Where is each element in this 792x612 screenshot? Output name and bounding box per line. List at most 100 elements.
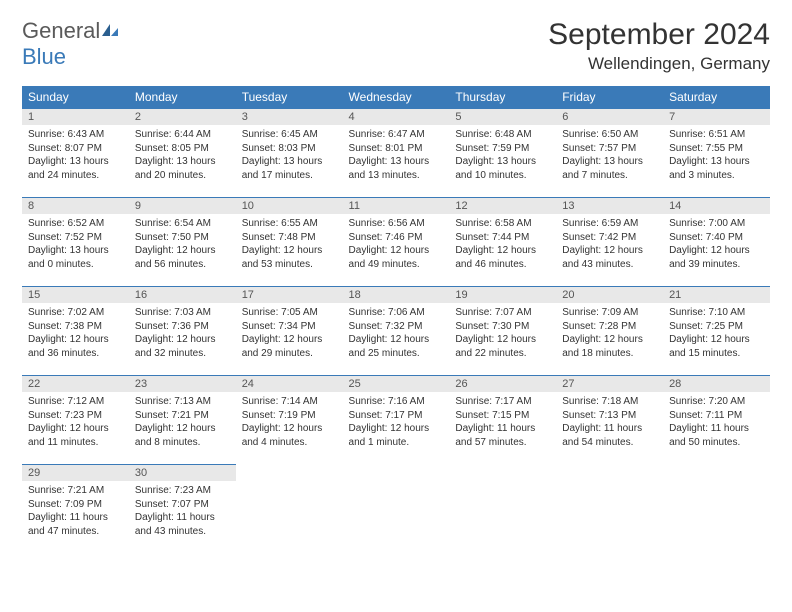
day-cell	[449, 465, 556, 554]
page-header: GeneralBlue September 2024 Wellendingen,…	[22, 18, 770, 74]
day-cell: 6Sunrise: 6:50 AMSunset: 7:57 PMDaylight…	[556, 109, 663, 198]
day-cell	[236, 465, 343, 554]
day-cell: 4Sunrise: 6:47 AMSunset: 8:01 PMDaylight…	[343, 109, 450, 198]
week-row: 1Sunrise: 6:43 AMSunset: 8:07 PMDaylight…	[22, 109, 770, 198]
day-number: 10	[236, 198, 343, 214]
day-cell: 14Sunrise: 7:00 AMSunset: 7:40 PMDayligh…	[663, 198, 770, 287]
day-details: Sunrise: 7:06 AMSunset: 7:32 PMDaylight:…	[343, 303, 450, 360]
day-cell	[663, 465, 770, 554]
day-cell: 20Sunrise: 7:09 AMSunset: 7:28 PMDayligh…	[556, 287, 663, 376]
day-cell: 21Sunrise: 7:10 AMSunset: 7:25 PMDayligh…	[663, 287, 770, 376]
day-number: 14	[663, 198, 770, 214]
day-cell: 13Sunrise: 6:59 AMSunset: 7:42 PMDayligh…	[556, 198, 663, 287]
day-cell: 5Sunrise: 6:48 AMSunset: 7:59 PMDaylight…	[449, 109, 556, 198]
day-cell: 10Sunrise: 6:55 AMSunset: 7:48 PMDayligh…	[236, 198, 343, 287]
weekday-header: Sunday	[22, 86, 129, 109]
day-number: 18	[343, 287, 450, 303]
day-details: Sunrise: 6:52 AMSunset: 7:52 PMDaylight:…	[22, 214, 129, 271]
day-details: Sunrise: 6:55 AMSunset: 7:48 PMDaylight:…	[236, 214, 343, 271]
day-details: Sunrise: 6:50 AMSunset: 7:57 PMDaylight:…	[556, 125, 663, 182]
day-cell: 19Sunrise: 7:07 AMSunset: 7:30 PMDayligh…	[449, 287, 556, 376]
day-number: 22	[22, 376, 129, 392]
week-row: 22Sunrise: 7:12 AMSunset: 7:23 PMDayligh…	[22, 376, 770, 465]
day-details: Sunrise: 7:21 AMSunset: 7:09 PMDaylight:…	[22, 481, 129, 538]
day-number: 11	[343, 198, 450, 214]
day-cell: 22Sunrise: 7:12 AMSunset: 7:23 PMDayligh…	[22, 376, 129, 465]
brand-logo: GeneralBlue	[22, 18, 120, 70]
day-details: Sunrise: 7:14 AMSunset: 7:19 PMDaylight:…	[236, 392, 343, 449]
weekday-header: Friday	[556, 86, 663, 109]
day-details: Sunrise: 6:45 AMSunset: 8:03 PMDaylight:…	[236, 125, 343, 182]
day-details: Sunrise: 7:03 AMSunset: 7:36 PMDaylight:…	[129, 303, 236, 360]
day-cell: 29Sunrise: 7:21 AMSunset: 7:09 PMDayligh…	[22, 465, 129, 554]
day-details: Sunrise: 6:48 AMSunset: 7:59 PMDaylight:…	[449, 125, 556, 182]
day-number: 6	[556, 109, 663, 125]
day-cell: 2Sunrise: 6:44 AMSunset: 8:05 PMDaylight…	[129, 109, 236, 198]
brand-text: GeneralBlue	[22, 18, 120, 70]
day-cell	[556, 465, 663, 554]
day-number: 19	[449, 287, 556, 303]
day-details: Sunrise: 7:10 AMSunset: 7:25 PMDaylight:…	[663, 303, 770, 360]
day-details: Sunrise: 7:02 AMSunset: 7:38 PMDaylight:…	[22, 303, 129, 360]
weekday-header: Wednesday	[343, 86, 450, 109]
day-number: 1	[22, 109, 129, 125]
brand-word2: Blue	[22, 44, 66, 69]
day-number: 29	[22, 465, 129, 481]
day-cell: 28Sunrise: 7:20 AMSunset: 7:11 PMDayligh…	[663, 376, 770, 465]
day-cell: 7Sunrise: 6:51 AMSunset: 7:55 PMDaylight…	[663, 109, 770, 198]
day-details: Sunrise: 6:56 AMSunset: 7:46 PMDaylight:…	[343, 214, 450, 271]
day-number: 23	[129, 376, 236, 392]
day-cell: 26Sunrise: 7:17 AMSunset: 7:15 PMDayligh…	[449, 376, 556, 465]
day-number: 15	[22, 287, 129, 303]
day-details: Sunrise: 7:18 AMSunset: 7:13 PMDaylight:…	[556, 392, 663, 449]
day-details: Sunrise: 6:54 AMSunset: 7:50 PMDaylight:…	[129, 214, 236, 271]
brand-word1: General	[22, 18, 100, 43]
day-details: Sunrise: 7:05 AMSunset: 7:34 PMDaylight:…	[236, 303, 343, 360]
day-cell: 16Sunrise: 7:03 AMSunset: 7:36 PMDayligh…	[129, 287, 236, 376]
weekday-header-row: SundayMondayTuesdayWednesdayThursdayFrid…	[22, 86, 770, 109]
day-number: 12	[449, 198, 556, 214]
day-details: Sunrise: 7:23 AMSunset: 7:07 PMDaylight:…	[129, 481, 236, 538]
day-number: 24	[236, 376, 343, 392]
day-details: Sunrise: 7:16 AMSunset: 7:17 PMDaylight:…	[343, 392, 450, 449]
day-cell: 8Sunrise: 6:52 AMSunset: 7:52 PMDaylight…	[22, 198, 129, 287]
day-number: 3	[236, 109, 343, 125]
day-number: 27	[556, 376, 663, 392]
month-title: September 2024	[548, 18, 770, 52]
day-details: Sunrise: 7:07 AMSunset: 7:30 PMDaylight:…	[449, 303, 556, 360]
day-cell: 18Sunrise: 7:06 AMSunset: 7:32 PMDayligh…	[343, 287, 450, 376]
week-row: 8Sunrise: 6:52 AMSunset: 7:52 PMDaylight…	[22, 198, 770, 287]
day-details: Sunrise: 6:47 AMSunset: 8:01 PMDaylight:…	[343, 125, 450, 182]
weekday-header: Thursday	[449, 86, 556, 109]
day-cell: 15Sunrise: 7:02 AMSunset: 7:38 PMDayligh…	[22, 287, 129, 376]
day-details: Sunrise: 7:13 AMSunset: 7:21 PMDaylight:…	[129, 392, 236, 449]
day-cell: 11Sunrise: 6:56 AMSunset: 7:46 PMDayligh…	[343, 198, 450, 287]
day-cell: 9Sunrise: 6:54 AMSunset: 7:50 PMDaylight…	[129, 198, 236, 287]
day-number: 30	[129, 465, 236, 481]
day-number: 25	[343, 376, 450, 392]
weekday-header: Monday	[129, 86, 236, 109]
day-number: 7	[663, 109, 770, 125]
day-cell	[343, 465, 450, 554]
day-details: Sunrise: 7:17 AMSunset: 7:15 PMDaylight:…	[449, 392, 556, 449]
day-details: Sunrise: 6:51 AMSunset: 7:55 PMDaylight:…	[663, 125, 770, 182]
day-cell: 30Sunrise: 7:23 AMSunset: 7:07 PMDayligh…	[129, 465, 236, 554]
day-details: Sunrise: 7:09 AMSunset: 7:28 PMDaylight:…	[556, 303, 663, 360]
day-details: Sunrise: 6:58 AMSunset: 7:44 PMDaylight:…	[449, 214, 556, 271]
day-number: 13	[556, 198, 663, 214]
day-number: 17	[236, 287, 343, 303]
day-number: 4	[343, 109, 450, 125]
day-details: Sunrise: 6:43 AMSunset: 8:07 PMDaylight:…	[22, 125, 129, 182]
day-cell: 25Sunrise: 7:16 AMSunset: 7:17 PMDayligh…	[343, 376, 450, 465]
day-cell: 23Sunrise: 7:13 AMSunset: 7:21 PMDayligh…	[129, 376, 236, 465]
sail-icon	[100, 18, 120, 44]
day-cell: 1Sunrise: 6:43 AMSunset: 8:07 PMDaylight…	[22, 109, 129, 198]
calendar-table: SundayMondayTuesdayWednesdayThursdayFrid…	[22, 86, 770, 553]
day-details: Sunrise: 6:59 AMSunset: 7:42 PMDaylight:…	[556, 214, 663, 271]
day-cell: 24Sunrise: 7:14 AMSunset: 7:19 PMDayligh…	[236, 376, 343, 465]
day-cell: 27Sunrise: 7:18 AMSunset: 7:13 PMDayligh…	[556, 376, 663, 465]
day-number: 8	[22, 198, 129, 214]
day-cell: 3Sunrise: 6:45 AMSunset: 8:03 PMDaylight…	[236, 109, 343, 198]
weekday-header: Tuesday	[236, 86, 343, 109]
day-details: Sunrise: 7:00 AMSunset: 7:40 PMDaylight:…	[663, 214, 770, 271]
